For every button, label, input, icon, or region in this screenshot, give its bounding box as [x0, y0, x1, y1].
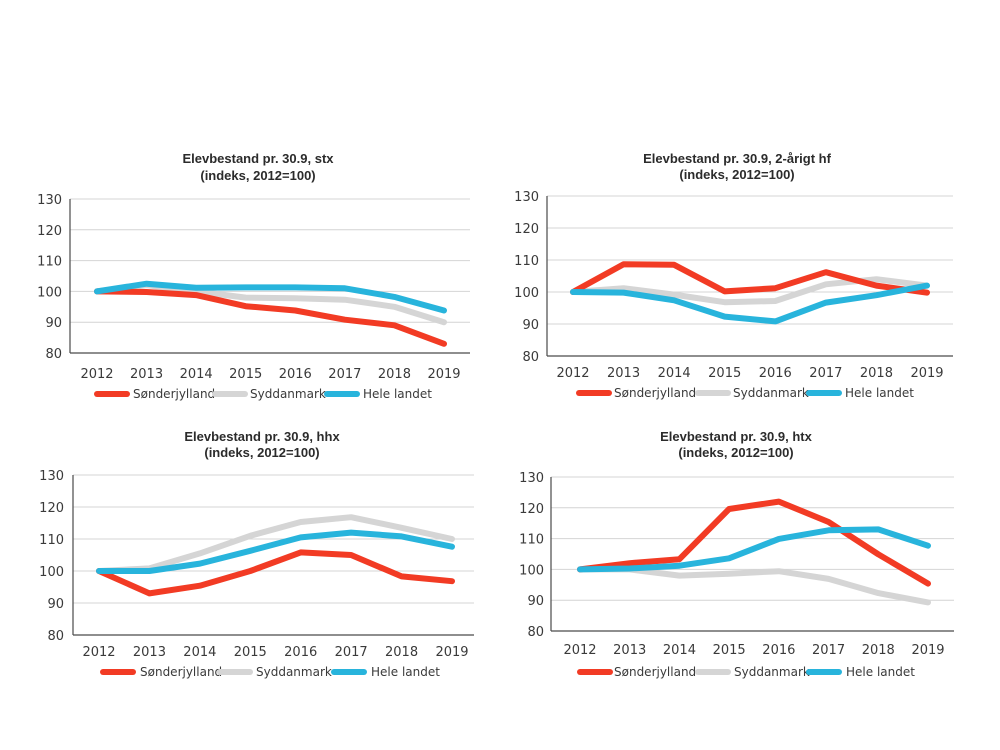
- y-tick-label: 80: [47, 629, 64, 644]
- y-tick-label: 120: [37, 224, 62, 239]
- x-tick-label: 2014: [180, 367, 213, 382]
- x-tick-label: 2012: [80, 367, 113, 382]
- y-tick-label: 120: [39, 501, 64, 516]
- x-tick-label: 2019: [427, 367, 460, 382]
- y-tick-label: 130: [37, 193, 62, 208]
- legend-label-soenderjylland: Sønderjylland: [614, 665, 696, 679]
- chart-title: Elevbestand pr. 30.9, stx: [182, 151, 334, 166]
- x-tick-label: 2017: [335, 645, 368, 660]
- y-tick-label: 100: [514, 286, 539, 301]
- x-tick-label: 2018: [385, 645, 418, 660]
- x-tick-label: 2016: [762, 643, 795, 658]
- legend-label-syddanmark: Syddanmark: [734, 665, 810, 679]
- y-tick-label: 100: [519, 563, 544, 578]
- series-line-soenderjylland: [94, 288, 447, 347]
- y-tick-label: 90: [527, 594, 544, 609]
- x-tick-label: 2016: [759, 366, 792, 381]
- x-tick-label: 2012: [556, 366, 589, 381]
- y-tick-label: 130: [519, 471, 544, 486]
- chart-title: Elevbestand pr. 30.9, htx: [660, 429, 812, 444]
- y-tick-label: 120: [514, 222, 539, 237]
- x-tick-label: 2015: [229, 367, 262, 382]
- chart-panel-1: Elevbestand pr. 30.9, stx (indeks, 2012=1…: [37, 151, 470, 401]
- chart-subtitle: (indeks, 2012=100): [678, 445, 793, 460]
- chart-subtitle: (indeks, 2012=100): [679, 167, 794, 182]
- chart-subtitle: (indeks, 2012=100): [200, 168, 315, 183]
- legend-label-syddanmark: Syddanmark: [250, 387, 326, 401]
- series-line-soenderjylland: [570, 261, 930, 296]
- x-tick-label: 2019: [910, 366, 943, 381]
- x-tick-label: 2014: [663, 643, 696, 658]
- y-tick-label: 110: [37, 255, 62, 270]
- x-tick-label: 2015: [708, 366, 741, 381]
- x-tick-label: 2013: [613, 643, 646, 658]
- legend-label-hele-landet: Hele landet: [846, 665, 915, 679]
- y-tick-label: 80: [45, 347, 62, 362]
- legend-label-soenderjylland: Sønderjylland: [614, 386, 696, 400]
- x-tick-label: 2018: [862, 643, 895, 658]
- x-tick-label: 2017: [328, 367, 361, 382]
- chart-title: Elevbestand pr. 30.9, hhx: [184, 429, 340, 444]
- series-line-syddanmark: [570, 276, 930, 306]
- legend-label-soenderjylland: Sønderjylland: [133, 387, 215, 401]
- x-tick-label: 2018: [378, 367, 411, 382]
- y-tick-label: 90: [47, 597, 64, 612]
- x-tick-label: 2013: [607, 366, 640, 381]
- legend-label-hele-landet: Hele landet: [371, 665, 440, 679]
- x-tick-label: 2019: [435, 645, 468, 660]
- chart-title: Elevbestand pr. 30.9, 2-årigt hf: [643, 151, 832, 166]
- chart-subtitle: (indeks, 2012=100): [204, 445, 319, 460]
- series-line-hele-landet: [96, 529, 455, 574]
- y-tick-label: 110: [519, 533, 544, 548]
- series-line-hele-landet: [570, 282, 930, 325]
- x-tick-label: 2017: [812, 643, 845, 658]
- x-tick-label: 2013: [133, 645, 166, 660]
- x-tick-label: 2015: [713, 643, 746, 658]
- series-line-soenderjylland: [96, 549, 455, 597]
- y-tick-label: 90: [45, 316, 62, 331]
- x-tick-label: 2016: [284, 645, 317, 660]
- legend-label-syddanmark: Syddanmark: [256, 665, 332, 679]
- y-tick-label: 110: [39, 533, 64, 548]
- chart-panel-4: Elevbestand pr. 30.9, htx(indeks, 2012=1…: [519, 429, 954, 679]
- legend-label-syddanmark: Syddanmark: [733, 386, 809, 400]
- x-tick-label: 2014: [183, 645, 216, 660]
- x-tick-label: 2013: [130, 367, 163, 382]
- series-line-syddanmark: [577, 566, 931, 606]
- y-tick-label: 80: [527, 625, 544, 640]
- x-tick-label: 2015: [234, 645, 267, 660]
- series-line-hele-landet: [577, 526, 931, 573]
- y-tick-label: 100: [39, 565, 64, 580]
- x-tick-label: 2012: [563, 643, 596, 658]
- legend-label-hele-landet: Hele landet: [363, 387, 432, 401]
- chart-panel-3: Elevbestand pr. 30.9, hhx(indeks, 2012=1…: [39, 429, 474, 679]
- series-line-soenderjylland: [577, 498, 931, 587]
- x-tick-label: 2017: [809, 366, 842, 381]
- series-line-syddanmark: [96, 514, 455, 574]
- chart-panel-2: Elevbestand pr. 30.9, 2-årigt hf(indeks,…: [514, 151, 953, 400]
- x-tick-label: 2012: [82, 645, 115, 660]
- series-line-hele-landet: [94, 280, 447, 314]
- y-tick-label: 130: [39, 469, 64, 484]
- legend-label-soenderjylland: Sønderjylland: [140, 665, 222, 679]
- y-tick-label: 90: [522, 318, 539, 333]
- y-tick-label: 120: [519, 502, 544, 517]
- y-tick-label: 100: [37, 285, 62, 300]
- x-tick-label: 2016: [279, 367, 312, 382]
- y-tick-label: 130: [514, 190, 539, 205]
- legend-label-hele-landet: Hele landet: [845, 386, 914, 400]
- x-tick-label: 2019: [911, 643, 944, 658]
- y-tick-label: 80: [522, 350, 539, 365]
- x-tick-label: 2018: [860, 366, 893, 381]
- y-tick-label: 110: [514, 254, 539, 269]
- x-tick-label: 2014: [658, 366, 691, 381]
